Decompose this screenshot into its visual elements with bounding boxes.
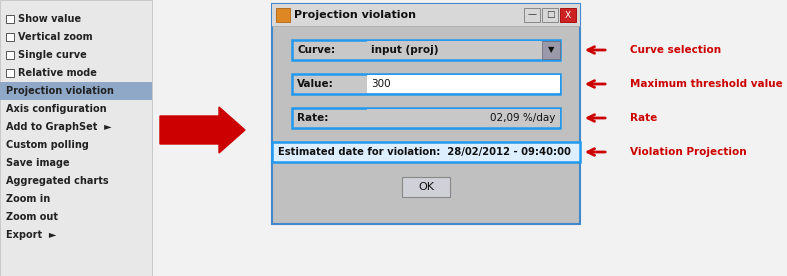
Bar — [524, 8, 540, 22]
Bar — [272, 142, 580, 162]
Bar — [402, 177, 450, 197]
Text: Relative mode: Relative mode — [18, 68, 97, 78]
Text: Vertical zoom: Vertical zoom — [18, 32, 93, 42]
Text: Curve selection: Curve selection — [630, 45, 721, 55]
Bar — [542, 41, 560, 59]
Bar — [0, 0, 152, 276]
Text: Aggregated charts: Aggregated charts — [6, 176, 109, 186]
Text: □: □ — [545, 10, 554, 20]
Text: Single curve: Single curve — [18, 50, 87, 60]
Text: 02,09 %/day: 02,09 %/day — [490, 113, 555, 123]
Text: Zoom out: Zoom out — [6, 212, 58, 222]
Bar — [367, 41, 542, 59]
Text: Export  ►: Export ► — [6, 230, 57, 240]
Text: ▼: ▼ — [548, 46, 554, 54]
Text: Rate: Rate — [630, 113, 657, 123]
Text: Show value: Show value — [18, 14, 81, 24]
Text: Projection violation: Projection violation — [6, 86, 114, 96]
Text: Rate:: Rate: — [297, 113, 328, 123]
Bar — [6, 15, 14, 23]
Text: Value:: Value: — [297, 79, 334, 89]
Text: Estimated date for violation:  28/02/2012 - 09:40:00: Estimated date for violation: 28/02/2012… — [278, 147, 571, 157]
Text: Axis configuration: Axis configuration — [6, 104, 106, 114]
Bar — [292, 74, 560, 94]
Bar — [0, 82, 152, 100]
Bar — [367, 75, 560, 93]
Bar — [6, 51, 14, 59]
Text: X: X — [565, 10, 571, 20]
Text: input (proj): input (proj) — [371, 45, 438, 55]
Bar — [276, 8, 290, 22]
Text: Maximum threshold value: Maximum threshold value — [630, 79, 783, 89]
Bar — [6, 69, 14, 77]
Text: —: — — [527, 10, 537, 20]
Text: Add to GraphSet  ►: Add to GraphSet ► — [6, 122, 112, 132]
Text: OK: OK — [418, 182, 434, 192]
Text: Projection violation: Projection violation — [294, 10, 416, 20]
Bar — [6, 33, 14, 41]
Bar — [542, 8, 558, 22]
Text: Violation Projection: Violation Projection — [630, 147, 747, 157]
Bar — [272, 4, 580, 224]
Text: Custom polling: Custom polling — [6, 140, 89, 150]
Text: Save image: Save image — [6, 158, 69, 168]
Bar — [272, 4, 580, 26]
Bar — [367, 109, 560, 127]
Text: Zoom in: Zoom in — [6, 194, 50, 204]
Text: 300: 300 — [371, 79, 390, 89]
Bar — [292, 40, 560, 60]
Bar — [560, 8, 576, 22]
Text: Curve:: Curve: — [297, 45, 335, 55]
FancyArrow shape — [160, 107, 245, 153]
Bar — [292, 108, 560, 128]
